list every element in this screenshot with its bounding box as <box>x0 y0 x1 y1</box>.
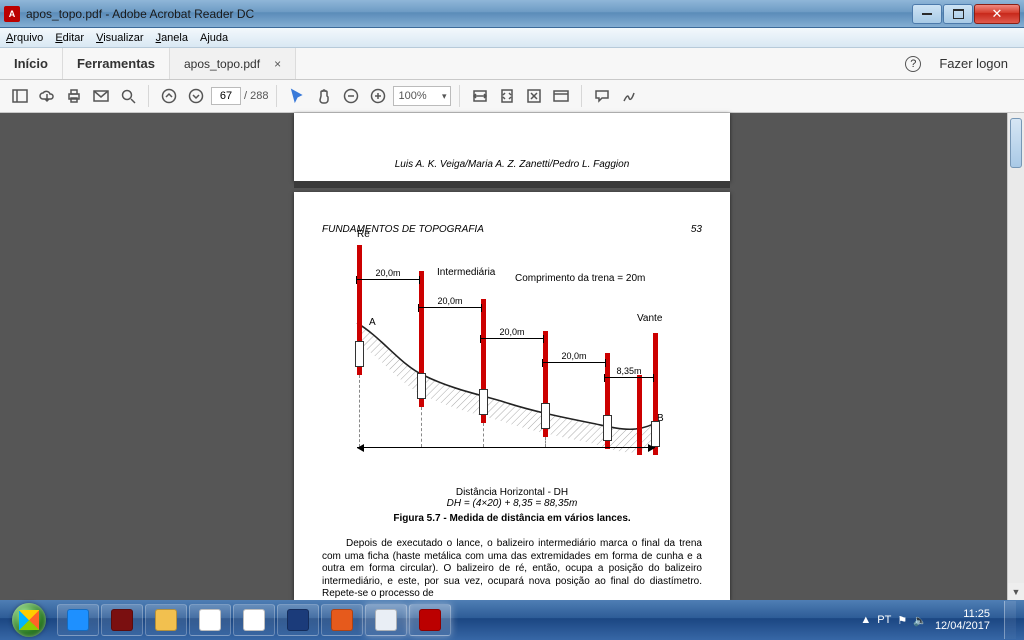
tray-overflow-icon[interactable]: ▲ <box>860 614 871 626</box>
taskbar-clock[interactable]: 11:25 12/04/2017 <box>935 608 990 632</box>
cloud-icon[interactable] <box>35 84 59 108</box>
start-button[interactable] <box>2 600 56 640</box>
app-icon: A <box>4 6 20 22</box>
label-re: Ré <box>357 229 370 240</box>
range-pole <box>653 333 658 455</box>
terrain-svg <box>351 245 671 485</box>
window-title: apos_topo.pdf - Adobe Acrobat Reader DC <box>26 7 911 21</box>
menubar: Arquivo Editar Visualizar Janela Ajuda <box>0 28 1024 48</box>
zoom-select[interactable]: 100% <box>393 86 451 106</box>
menu-janela[interactable]: Janela <box>156 32 188 44</box>
acrobat-tabrow: Início Ferramentas apos_topo.pdf × ? Faz… <box>0 48 1024 80</box>
document-tab[interactable]: apos_topo.pdf × <box>170 48 296 79</box>
ferramentas-button[interactable]: Ferramentas <box>63 48 170 79</box>
minimize-button[interactable] <box>912 4 942 24</box>
fit-width-icon[interactable] <box>468 84 492 108</box>
system-tray: ▲ PT ⚑ 🔈 11:25 12/04/2017 <box>860 601 1022 639</box>
figure-caption: Figura 5.7 - Medida de distância em vári… <box>322 513 702 524</box>
window-titlebar: A apos_topo.pdf - Adobe Acrobat Reader D… <box>0 0 1024 28</box>
measure-segment: 8,35m <box>605 377 653 378</box>
acrobat-toolbar: / 288 100% <box>0 80 1024 113</box>
menu-ajuda[interactable]: Ajuda <box>200 32 228 44</box>
vertical-scrollbar[interactable]: ▲ ▼ <box>1007 113 1024 600</box>
fullscreen-icon[interactable] <box>522 84 546 108</box>
zoom-value: 100% <box>398 90 426 102</box>
scroll-thumb[interactable] <box>1010 118 1022 168</box>
logon-link[interactable]: Fazer logon <box>939 56 1008 71</box>
show-desktop-button[interactable] <box>1004 601 1016 639</box>
dh-title: Distância Horizontal - DH <box>322 487 702 498</box>
page-up-icon[interactable] <box>157 84 181 108</box>
inicio-button[interactable]: Início <box>0 48 63 79</box>
sidebar-toggle-icon[interactable] <box>8 84 32 108</box>
taskbar-item-chrome2[interactable] <box>233 604 275 636</box>
taskbar-item-autocad[interactable] <box>101 604 143 636</box>
windows-taskbar: ▲ PT ⚑ 🔈 11:25 12/04/2017 <box>0 600 1024 640</box>
close-button[interactable]: ✕ <box>974 4 1020 24</box>
dh-arrow <box>357 447 655 448</box>
drop-line <box>421 407 422 447</box>
authors-line: Luis A. K. Veiga/Maria A. Z. Zanetti/Ped… <box>395 159 630 170</box>
range-pole <box>481 299 486 423</box>
range-pole <box>419 271 424 407</box>
taskbar-item-chrome1[interactable] <box>189 604 231 636</box>
fit-page-icon[interactable] <box>495 84 519 108</box>
pdf-page-top: Luis A. K. Veiga/Maria A. Z. Zanetti/Ped… <box>294 113 730 181</box>
read-mode-icon[interactable] <box>549 84 573 108</box>
tab-close-icon[interactable]: × <box>274 57 281 71</box>
tray-volume-icon[interactable]: 🔈 <box>913 614 927 627</box>
page-down-icon[interactable] <box>184 84 208 108</box>
taskbar-item-firefox[interactable] <box>277 604 319 636</box>
help-icon[interactable]: ? <box>905 56 921 72</box>
scroll-down-icon[interactable]: ▼ <box>1008 583 1024 600</box>
zoom-out-icon[interactable] <box>339 84 363 108</box>
measure-segment: 20,0m <box>481 338 543 339</box>
drop-line <box>545 437 546 447</box>
surveying-diagram: Ré Intermediária Comprimento da trena = … <box>357 245 667 485</box>
range-pole <box>605 353 610 449</box>
body-paragraph: Depois de executado o lance, o balizeiro… <box>322 538 702 601</box>
running-header-right: 53 <box>691 224 702 235</box>
taskbar-item-acrobat[interactable] <box>409 604 451 636</box>
select-tool-icon[interactable] <box>285 84 309 108</box>
measure-segment: 20,0m <box>543 362 605 363</box>
menu-arquivo[interactable]: Arquivo <box>6 32 43 44</box>
menu-visualizar[interactable]: Visualizar <box>96 32 144 44</box>
menu-editar[interactable]: Editar <box>55 32 84 44</box>
sign-icon[interactable] <box>617 84 641 108</box>
document-tab-label: apos_topo.pdf <box>184 57 260 71</box>
pdf-viewport[interactable]: Luis A. K. Veiga/Maria A. Z. Zanetti/Ped… <box>0 113 1024 600</box>
hand-tool-icon[interactable] <box>312 84 336 108</box>
taskbar-item-word[interactable] <box>365 604 407 636</box>
measure-segment: 20,0m <box>419 307 481 308</box>
range-pole <box>357 245 362 375</box>
drop-line <box>359 375 360 447</box>
running-header-left: FUNDAMENTOS DE TOPOGRAFIA <box>322 224 484 235</box>
page-total-label: / 288 <box>244 90 268 102</box>
pdf-page-main: FUNDAMENTOS DE TOPOGRAFIA 53 Ré Intermed… <box>294 192 730 600</box>
search-icon[interactable] <box>116 84 140 108</box>
maximize-button[interactable] <box>943 4 973 24</box>
zoom-in-icon[interactable] <box>366 84 390 108</box>
print-icon[interactable] <box>62 84 86 108</box>
taskbar-item-firefox-dev[interactable] <box>321 604 363 636</box>
page-number-input[interactable] <box>211 87 241 105</box>
tray-flag-icon[interactable]: ⚑ <box>897 614 907 627</box>
range-pole <box>543 331 548 437</box>
taskbar-item-ie[interactable] <box>57 604 99 636</box>
range-pole-short <box>637 375 642 455</box>
comment-icon[interactable] <box>590 84 614 108</box>
email-icon[interactable] <box>89 84 113 108</box>
tray-lang[interactable]: PT <box>877 614 891 626</box>
taskbar-item-explorer[interactable] <box>145 604 187 636</box>
measure-segment: 20,0m <box>357 279 419 280</box>
dh-equation: DH = (4×20) + 8,35 = 88,35m <box>322 498 702 509</box>
drop-line <box>483 423 484 447</box>
